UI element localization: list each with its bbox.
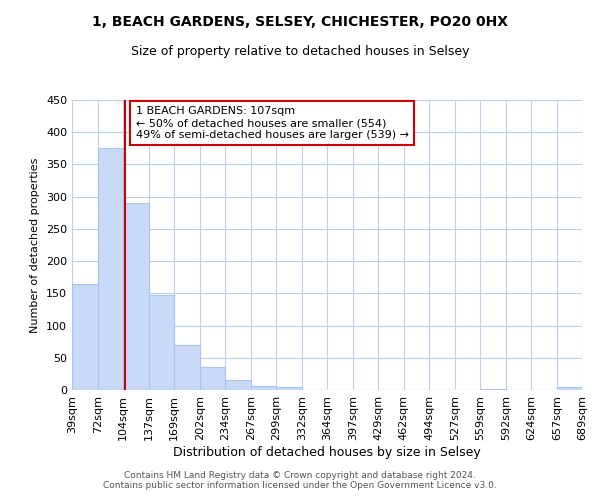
Text: 1, BEACH GARDENS, SELSEY, CHICHESTER, PO20 0HX: 1, BEACH GARDENS, SELSEY, CHICHESTER, PO… (92, 15, 508, 29)
Y-axis label: Number of detached properties: Number of detached properties (31, 158, 40, 332)
Bar (200, 368, 225, 390)
Bar (225, 380, 251, 390)
Bar (276, 387, 302, 390)
Bar (72, 284, 98, 390)
Text: Contains HM Land Registry data © Crown copyright and database right 2024.
Contai: Contains HM Land Registry data © Crown c… (103, 470, 497, 490)
Bar (98, 148, 123, 390)
Bar (149, 296, 174, 390)
Text: 1 BEACH GARDENS: 107sqm
← 50% of detached houses are smaller (554)
49% of semi-d: 1 BEACH GARDENS: 107sqm ← 50% of detache… (136, 106, 409, 140)
Text: Size of property relative to detached houses in Selsey: Size of property relative to detached ho… (131, 45, 469, 58)
X-axis label: Distribution of detached houses by size in Selsey: Distribution of detached houses by size … (173, 446, 481, 458)
Bar (251, 386, 276, 390)
Bar (123, 203, 149, 390)
Bar (174, 345, 200, 390)
Bar (557, 387, 582, 390)
